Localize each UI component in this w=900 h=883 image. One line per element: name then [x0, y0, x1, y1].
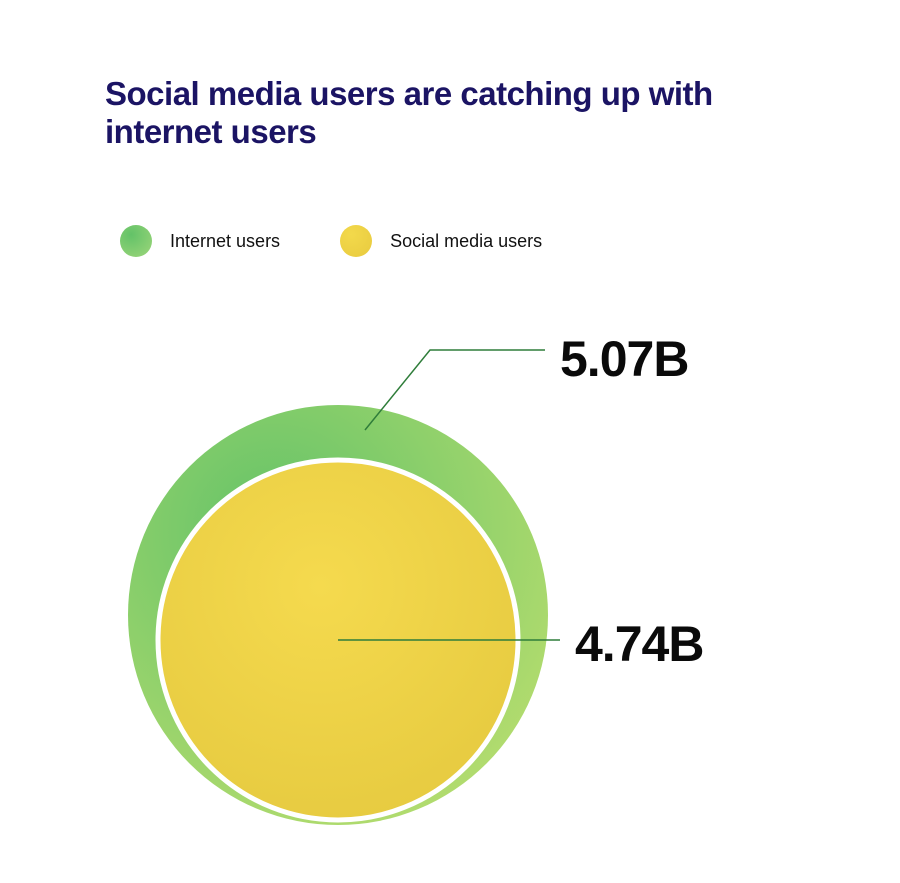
value-label-internet: 5.07B — [560, 330, 688, 388]
value-label-social: 4.74B — [575, 615, 703, 673]
nested-circle-chart — [0, 0, 900, 883]
